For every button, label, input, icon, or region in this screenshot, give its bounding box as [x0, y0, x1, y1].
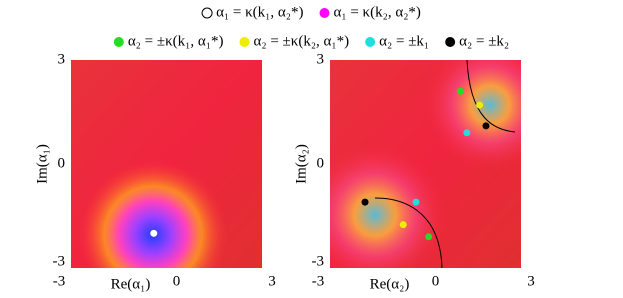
- legend-label: α₂ = ±k₁: [379, 33, 429, 49]
- x-axis-label: Re(α₁): [111, 276, 151, 292]
- legend-marker: [319, 8, 330, 18]
- y-tick-label: -3: [312, 253, 325, 269]
- legend-label: α₂ = ±k₂: [459, 33, 509, 49]
- y-tick-label: 3: [317, 51, 325, 67]
- y-tick-label: -3: [53, 253, 66, 269]
- branch-cut: [374, 197, 443, 268]
- y-tick-label: 0: [317, 155, 325, 171]
- legend-marker: [201, 7, 213, 19]
- x-tick-label: 3: [527, 273, 535, 289]
- legend-marker: [239, 37, 250, 47]
- y-axis-label: Im(α₂): [293, 144, 309, 184]
- legend-label: α₂ = ±κ(k₁, α₁*): [128, 33, 224, 49]
- coloring: [78, 160, 228, 268]
- legend-label: α₁ = κ(k₁, α₂*): [216, 4, 303, 20]
- x-axis-label: Re(α₂): [370, 276, 410, 292]
- point: [425, 233, 433, 241]
- x-tick-label: -3: [312, 273, 325, 289]
- domain-blob: [330, 145, 445, 268]
- legend-label: α₂ = ±κ(k₂, α₁*): [253, 33, 349, 49]
- y-axis-label: Im(α₁): [34, 144, 50, 184]
- legend-marker: [113, 37, 124, 47]
- y-tick-label: 0: [58, 155, 66, 171]
- point: [463, 129, 471, 137]
- domain-blob: [78, 160, 228, 268]
- point: [399, 221, 407, 229]
- x-tick-label: 3: [268, 273, 276, 289]
- legend-label: α₁ = κ(k₂, α₂*): [334, 4, 421, 20]
- legend-marker: [365, 37, 376, 47]
- coloring: [330, 60, 521, 268]
- x-tick-label: -3: [53, 273, 66, 289]
- x-tick-label: 0: [432, 273, 440, 289]
- branch-cut: [466, 60, 516, 133]
- point: [150, 229, 158, 237]
- point: [457, 87, 465, 95]
- domain-blob: [425, 60, 521, 170]
- y-tick-label: 3: [58, 51, 66, 67]
- point: [482, 122, 490, 130]
- point: [412, 198, 420, 206]
- point: [476, 101, 484, 109]
- x-tick-label: 0: [173, 273, 181, 289]
- point: [361, 198, 369, 206]
- legend-marker: [445, 37, 456, 47]
